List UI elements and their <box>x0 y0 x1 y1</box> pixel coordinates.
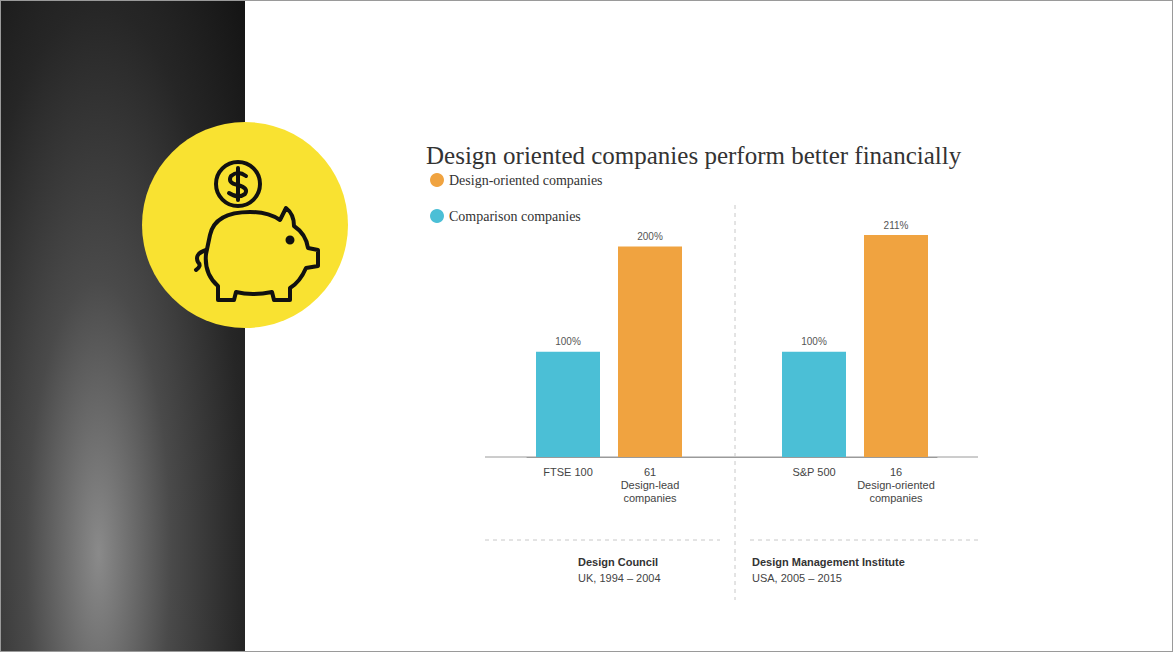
svg-text:Design-oriented: Design-oriented <box>857 479 935 491</box>
svg-text:Design-lead: Design-lead <box>621 479 680 491</box>
svg-text:S&P 500: S&P 500 <box>792 466 835 478</box>
svg-text:FTSE 100: FTSE 100 <box>543 466 593 478</box>
svg-text:200%: 200% <box>637 231 663 242</box>
svg-text:61: 61 <box>644 466 656 478</box>
svg-text:USA, 2005 – 2015: USA, 2005 – 2015 <box>752 572 842 584</box>
svg-text:Design-oriented companies: Design-oriented companies <box>449 173 603 188</box>
svg-text:Design Management Institute: Design Management Institute <box>752 556 905 568</box>
svg-text:companies: companies <box>869 492 923 504</box>
svg-text:100%: 100% <box>801 336 827 347</box>
svg-text:Comparison companies: Comparison companies <box>449 209 581 224</box>
svg-text:211%: 211% <box>884 220 909 231</box>
svg-text:UK, 1994 – 2004: UK, 1994 – 2004 <box>578 572 661 584</box>
svg-text:16: 16 <box>890 466 902 478</box>
svg-text:Design oriented companies perf: Design oriented companies perform better… <box>426 142 962 169</box>
svg-text:100%: 100% <box>555 336 581 347</box>
svg-text:companies: companies <box>623 492 677 504</box>
svg-text:Design Council: Design Council <box>578 556 658 568</box>
